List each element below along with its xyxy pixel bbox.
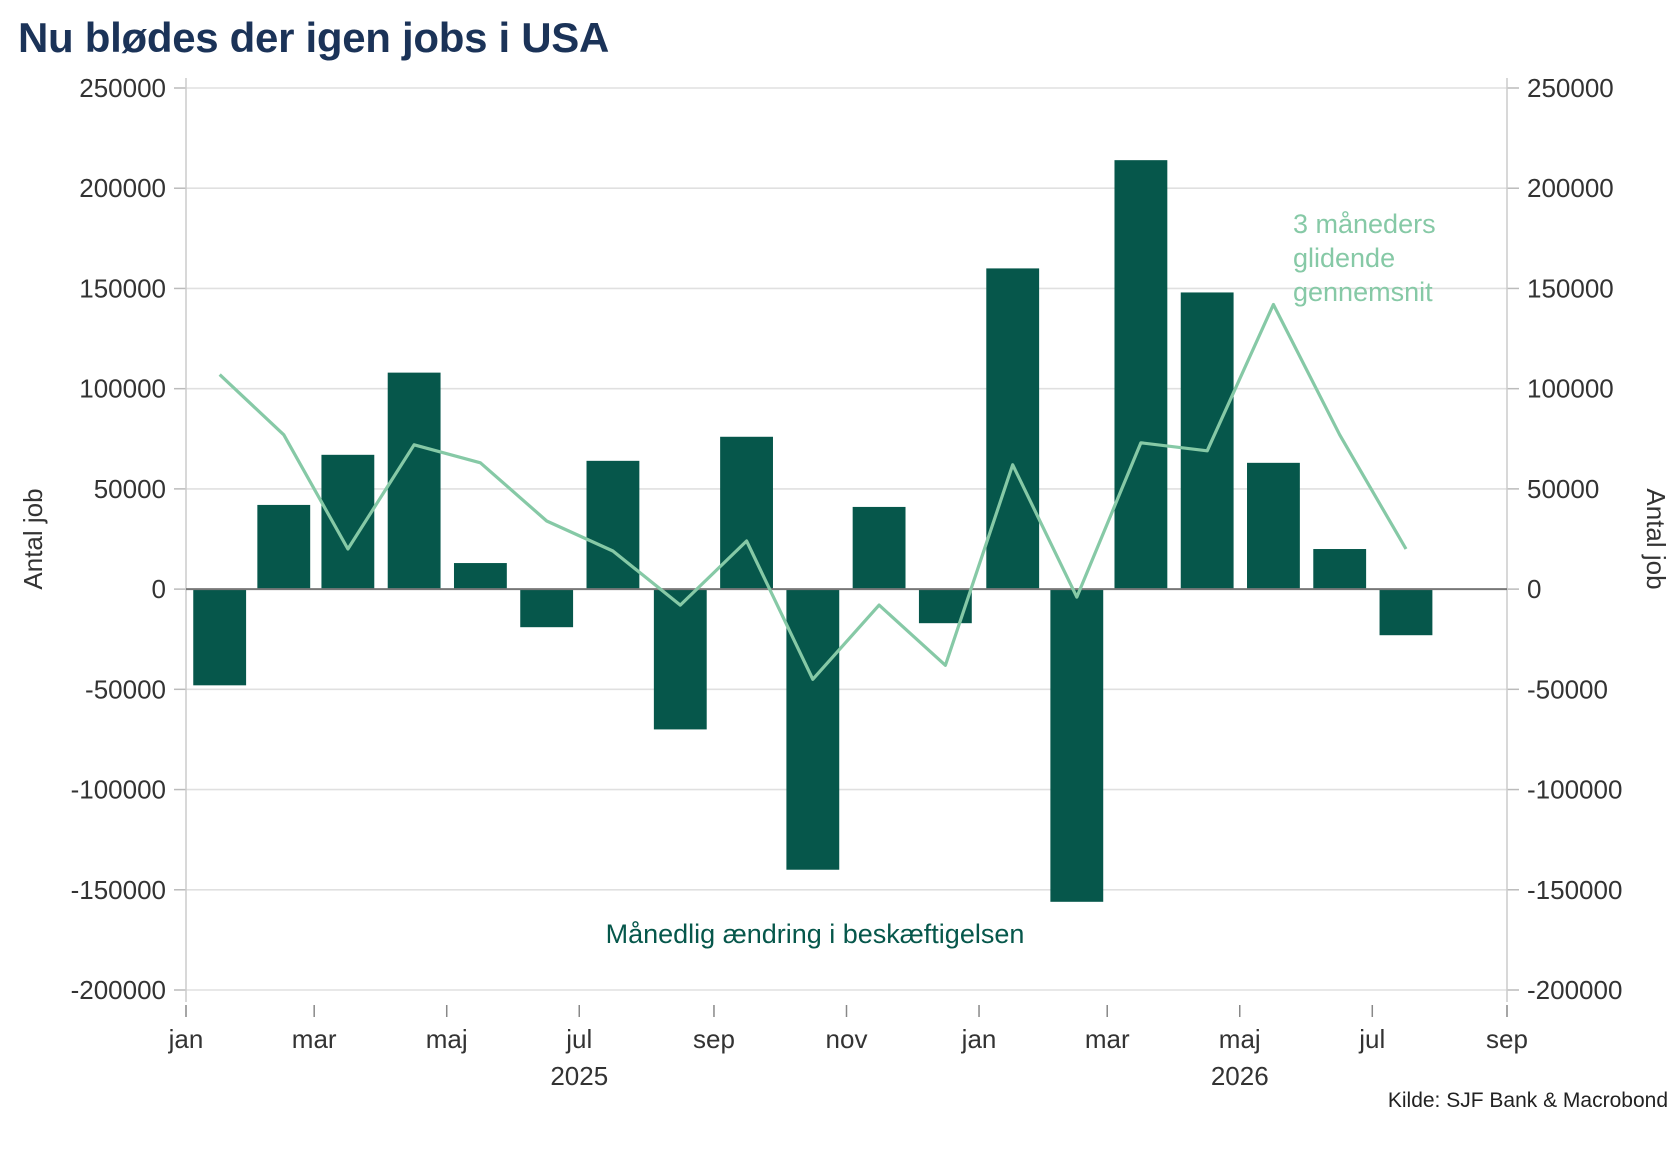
y-tick-label-right: 250000 xyxy=(1527,73,1614,103)
y-tick-label-left: -200000 xyxy=(71,975,166,1005)
y-axis-title-right: Antal job xyxy=(1641,488,1671,589)
x-tick-label: mar xyxy=(292,1024,337,1054)
source-note: Kilde: SJF Bank & Macrobond xyxy=(1387,1089,1668,1112)
x-tick-label: jul xyxy=(565,1024,592,1054)
y-tick-label-right: -200000 xyxy=(1527,975,1622,1005)
line-series-label: glidende xyxy=(1293,243,1395,273)
bar xyxy=(653,589,707,730)
moving-average-line xyxy=(218,302,1408,681)
bar xyxy=(1114,160,1168,590)
y-tick-label-right: 200000 xyxy=(1527,173,1614,203)
bar xyxy=(720,436,773,590)
y-tick-label-right: -50000 xyxy=(1527,674,1608,704)
y-axis-title-left: Antal job xyxy=(18,488,48,589)
y-tick-label-left: 100000 xyxy=(79,374,166,404)
bar xyxy=(520,589,574,628)
y-tick-label-left: 0 xyxy=(152,574,166,604)
y-tick-label-left: 50000 xyxy=(94,474,166,504)
bar xyxy=(1247,462,1300,590)
bar xyxy=(1379,589,1433,636)
line-series-label: gennemsnit xyxy=(1293,277,1433,307)
y-tick-label-right: 150000 xyxy=(1527,273,1614,303)
bar-series xyxy=(186,160,1507,902)
y-tick-label-left: 150000 xyxy=(79,273,166,303)
y-tick-label-left: -50000 xyxy=(85,674,166,704)
y-tick-label-left: -100000 xyxy=(71,775,166,805)
bar xyxy=(193,589,247,686)
bar xyxy=(1313,549,1367,590)
bar-series-label: Månedlig ændring i beskæftigelsen xyxy=(606,919,1025,949)
y-tick-label-left: -150000 xyxy=(71,875,166,905)
x-year-label: 2026 xyxy=(1211,1061,1269,1091)
line-series xyxy=(218,302,1408,681)
y-tick-label-right: -100000 xyxy=(1527,775,1622,805)
x-tick-label: jan xyxy=(961,1024,997,1054)
x-tick-label: jan xyxy=(168,1024,204,1054)
chart-title: Nu blødes der igen jobs i USA xyxy=(18,14,610,61)
bar xyxy=(852,506,906,590)
x-tick-label: maj xyxy=(1219,1024,1261,1054)
y-tick-label-right: 100000 xyxy=(1527,374,1614,404)
x-tick-label: maj xyxy=(426,1024,468,1054)
bar xyxy=(387,372,441,590)
line-series-label: 3 måneders xyxy=(1293,209,1436,239)
axes: 250000 250000 200000 200000 150000 150000 1000… xyxy=(18,73,1671,1091)
bar xyxy=(453,563,507,590)
bar xyxy=(257,504,311,590)
x-tick-label: mar xyxy=(1085,1024,1130,1054)
x-year-label: 2025 xyxy=(550,1061,608,1091)
chart-labels: 3 måneders glidende gennemsnit Månedlig ænd… xyxy=(606,209,1436,949)
y-tick-label-left: 200000 xyxy=(79,173,166,203)
x-tick-label: sep xyxy=(693,1024,735,1054)
bar xyxy=(986,268,1040,590)
bar xyxy=(1050,589,1104,902)
x-tick-label: nov xyxy=(826,1024,868,1054)
y-tick-label-right: 50000 xyxy=(1527,474,1599,504)
bar xyxy=(586,460,640,590)
bar xyxy=(786,589,840,870)
y-tick-label-right: -150000 xyxy=(1527,875,1622,905)
y-tick-label-right: 0 xyxy=(1527,574,1541,604)
x-tick-label: sep xyxy=(1486,1024,1528,1054)
y-tick-label-left: 250000 xyxy=(79,73,166,103)
bar xyxy=(1180,292,1234,590)
x-tick-label: jul xyxy=(1358,1024,1385,1054)
